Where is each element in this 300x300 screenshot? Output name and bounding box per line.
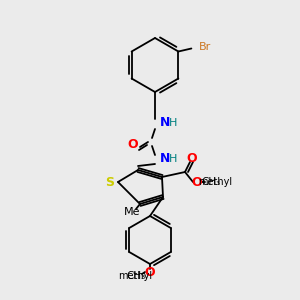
Text: H: H xyxy=(169,118,177,128)
Text: N: N xyxy=(160,116,170,130)
Text: O: O xyxy=(192,176,202,188)
Text: Me: Me xyxy=(124,207,140,217)
Text: methyl: methyl xyxy=(118,271,152,281)
Text: methyl: methyl xyxy=(198,177,232,187)
Text: H: H xyxy=(169,154,177,164)
Text: CH₃: CH₃ xyxy=(126,271,146,281)
Text: N: N xyxy=(160,152,170,166)
Text: CH₃: CH₃ xyxy=(201,177,220,187)
Text: S: S xyxy=(106,176,115,188)
Text: Br: Br xyxy=(198,43,211,52)
Text: O: O xyxy=(128,139,138,152)
Text: O: O xyxy=(145,266,155,278)
Text: O: O xyxy=(187,152,197,164)
